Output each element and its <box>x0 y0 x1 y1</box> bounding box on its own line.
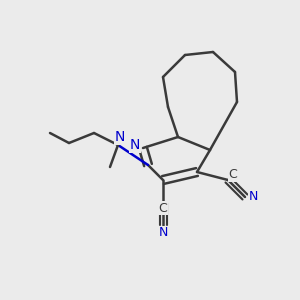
Text: N: N <box>115 130 125 144</box>
Text: C: C <box>229 169 237 182</box>
Text: N: N <box>158 226 168 239</box>
Text: N: N <box>130 138 140 152</box>
Text: C: C <box>159 202 167 214</box>
Text: N: N <box>248 190 258 203</box>
